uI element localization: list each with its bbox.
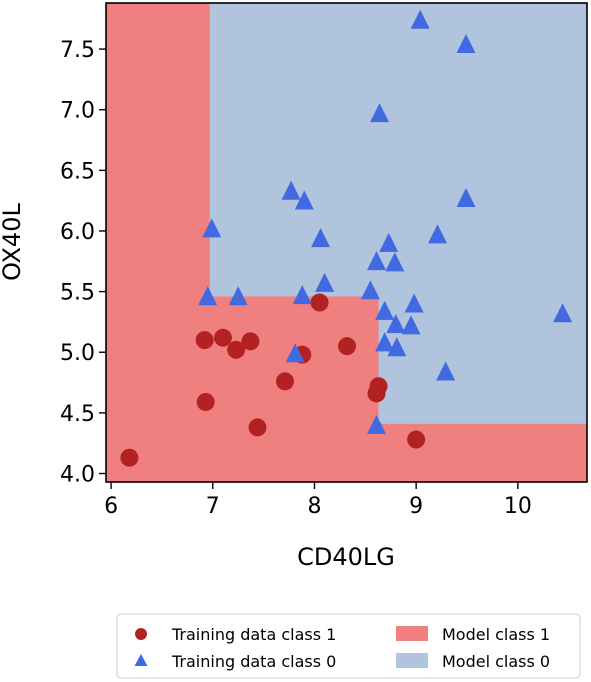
y-tick-label: 4.5 [60, 402, 95, 427]
x-tick-label: 10 [504, 494, 532, 519]
point-class-0 [375, 300, 395, 320]
point-class-0 [436, 361, 456, 381]
point-class-0 [428, 224, 448, 244]
point-class-0 [385, 252, 405, 272]
point-class-0 [285, 343, 305, 363]
x-axis: 6 7 8 9 10 [104, 482, 532, 519]
point-class-1 [275, 372, 294, 391]
region-model-class-1 [106, 423, 587, 482]
point-class-1 [248, 418, 267, 437]
y-tick-label: 6.0 [60, 220, 95, 245]
point-class-0 [370, 103, 390, 123]
point-class-1 [310, 293, 329, 312]
legend-label: Training data class 0 [171, 652, 336, 671]
point-class-0 [401, 315, 421, 335]
point-class-1 [338, 337, 357, 356]
legend-swatch [396, 626, 428, 641]
point-class-1 [196, 392, 215, 411]
y-tick-label: 7.0 [60, 99, 95, 124]
point-class-0 [311, 228, 331, 248]
legend-swatch [396, 653, 428, 668]
point-class-0 [315, 272, 335, 292]
legend-label: Training data class 1 [171, 625, 336, 644]
legend-label: Model class 0 [442, 652, 550, 671]
point-class-0 [366, 251, 386, 271]
point-class-1 [369, 377, 388, 396]
legend-marker-circle [135, 628, 147, 640]
x-tick-label: 8 [307, 494, 321, 519]
y-tick-label: 6.5 [60, 159, 95, 184]
y-tick-label: 5.0 [60, 341, 95, 366]
point-class-0 [456, 34, 476, 54]
y-axis: 4.0 4.5 5.0 5.5 6.0 6.5 7.0 7.5 [60, 38, 106, 488]
point-class-0 [366, 414, 386, 434]
legend-marker-triangle [134, 654, 148, 666]
point-class-0 [198, 286, 218, 306]
y-tick-label: 5.5 [60, 281, 95, 306]
decision-regions [106, 3, 587, 482]
y-axis-label: OX40L [0, 203, 26, 281]
x-tick-label: 6 [104, 494, 118, 519]
data-points [120, 9, 573, 467]
y-tick-label: 7.5 [60, 38, 95, 63]
point-class-1 [213, 328, 232, 347]
point-class-1 [227, 340, 246, 359]
point-class-0 [228, 286, 248, 306]
legend-frame [116, 613, 581, 679]
point-class-0 [375, 332, 395, 352]
point-class-0 [294, 190, 314, 210]
point-class-0 [410, 9, 430, 29]
point-class-1 [195, 331, 214, 350]
point-class-0 [553, 303, 573, 323]
y-tick-label: 4.0 [60, 463, 95, 488]
point-class-0 [202, 218, 222, 238]
point-class-0 [456, 188, 476, 208]
x-axis-label: CD40LG [297, 543, 395, 571]
x-tick-label: 7 [206, 494, 220, 519]
point-class-0 [292, 285, 312, 305]
point-class-0 [360, 280, 380, 300]
point-class-0 [386, 314, 406, 334]
legend: Training data class 1 Training data class… [116, 613, 581, 679]
point-class-1 [120, 448, 139, 467]
point-class-0 [404, 293, 424, 313]
point-class-0 [387, 337, 407, 357]
point-class-1 [241, 332, 260, 351]
plot-frame [105, 2, 588, 483]
x-tick-label: 9 [409, 494, 423, 519]
point-class-0 [379, 232, 399, 252]
legend-label: Model class 1 [442, 625, 550, 644]
point-class-1 [407, 430, 426, 449]
point-class-0 [281, 180, 301, 200]
